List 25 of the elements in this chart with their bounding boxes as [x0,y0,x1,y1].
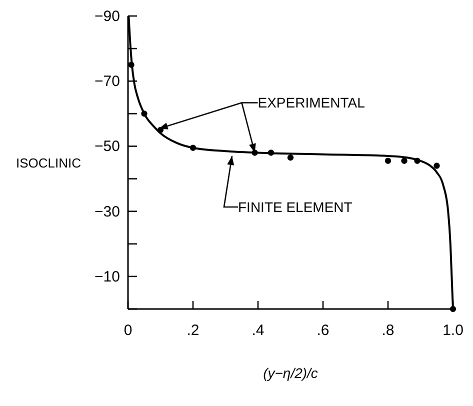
x-tick-label: 0 [124,322,132,339]
annotation: FINITE ELEMENT [238,198,353,215]
point [141,110,148,117]
x-tick-label: 1.0 [442,322,464,339]
point [287,154,294,161]
x-axis-title: (y−η/2)/c [263,365,318,381]
point [414,158,420,164]
x-tick-label: .8 [382,322,394,339]
point [401,158,408,164]
y-tick-label: −10 [94,268,120,286]
point [384,158,392,164]
x-tick-label: .2 [186,322,200,339]
y-tick-label: −30 [94,203,120,220]
annotation: EXPERIMENTAL [258,94,366,111]
y-tick-label: −90 [94,8,120,25]
point [450,306,456,312]
point [434,162,440,169]
x-tick-label: .4 [252,322,264,339]
y-axis-title: ISOCLINIC [16,156,82,170]
x-tick-label: .6 [316,322,330,339]
y-tick-label: −50 [94,138,120,156]
y-tick-label: −70 [94,73,120,90]
point [128,62,134,68]
point [190,144,196,151]
point [268,150,274,156]
